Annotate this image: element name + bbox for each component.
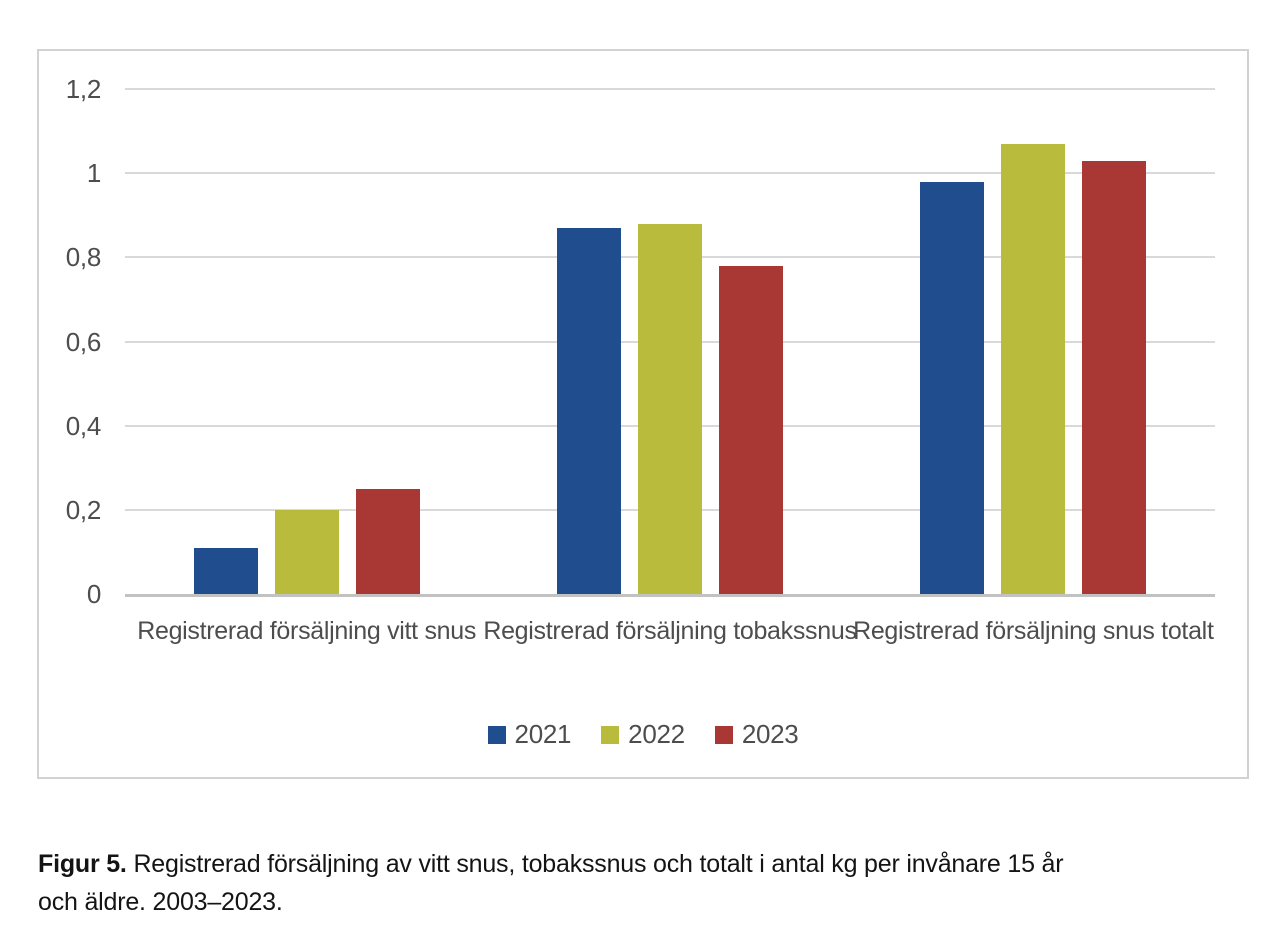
x-axis-line <box>125 594 1215 597</box>
figure-caption: Figur 5. Registrerad försäljning av vitt… <box>38 845 1248 921</box>
figure-caption-label: Figur 5. <box>38 850 127 878</box>
y-tick-label: 0,4 <box>65 410 102 441</box>
y-tick-label: 0,2 <box>65 494 102 525</box>
legend-item-2023: 2023 <box>714 719 799 750</box>
legend-swatch-icon <box>714 725 733 744</box>
y-tick-label: 0 <box>86 579 101 609</box>
y-tick-label: 0,8 <box>65 242 102 273</box>
legend-label: 2023 <box>741 719 799 749</box>
bar-2022 <box>1001 143 1066 594</box>
legend-item-2022: 2022 <box>601 719 685 750</box>
figure-caption-line2: och äldre. 2003–2023. <box>38 888 283 916</box>
bar-2023 <box>719 265 783 594</box>
y-tick-label: 1 <box>86 158 101 189</box>
bar-2023 <box>1082 160 1147 594</box>
legend-label: 2022 <box>628 719 685 749</box>
gridline <box>125 172 1215 175</box>
legend-label: 2021 <box>514 719 572 749</box>
bar-2021 <box>193 547 258 594</box>
y-tick-label: 0,6 <box>65 326 102 357</box>
bar-2023 <box>355 488 420 594</box>
category-label: Registrerad försäljning snus totalt <box>853 617 1214 645</box>
legend-swatch-icon <box>601 725 620 744</box>
legend-item-2021: 2021 <box>487 719 572 750</box>
y-axis-tick-labels: 0 0,2 0,4 0,6 0,8 1 1,2 <box>39 51 1247 777</box>
bar-2021 <box>920 181 985 594</box>
bar-2022 <box>638 223 702 594</box>
x-axis-category-labels: Registrerad försäljning vitt snus Registr… <box>39 51 1247 777</box>
category-label: Registrerad försäljning vitt snus <box>137 617 477 645</box>
category-label: Registrerad försäljning tobakssnus <box>483 617 857 645</box>
chart-legend: 2021 2022 2023 <box>39 719 1247 750</box>
y-tick-label: 1,2 <box>65 74 102 104</box>
bar-2021 <box>557 227 621 594</box>
bar-2022 <box>274 509 339 594</box>
chart-panel: 0 0,2 0,4 0,6 0,8 1 1,2 Registrerad försäljnin… <box>37 49 1249 779</box>
bars-layer <box>39 51 1247 777</box>
legend-swatch-icon <box>487 725 506 744</box>
gridline <box>125 88 1215 90</box>
figure-caption-line1: Registrerad försäljning av vitt snus, to… <box>133 850 1064 878</box>
